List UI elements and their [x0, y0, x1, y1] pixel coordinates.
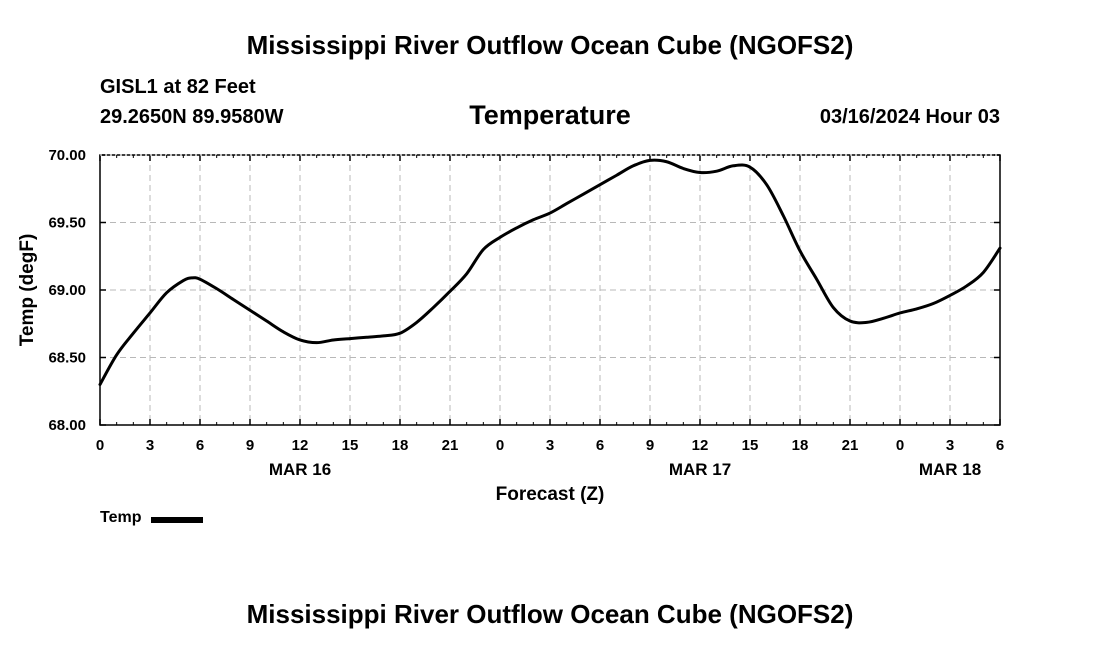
label-layer: 0 3 6 9 12 15 18 21 0 3 6 9 12 15 18 21 0 3 6 68.00 68.50 69.…	[48, 147, 1004, 479]
tick-layer	[99, 154, 1001, 426]
x-tick-label: 12	[292, 437, 309, 454]
x-tick-label: 6	[996, 437, 1004, 454]
x-tick-label: 9	[246, 437, 254, 454]
x-tick-label: 21	[442, 437, 459, 454]
x-tick-label: 12	[692, 437, 709, 454]
grid-layer	[100, 155, 1000, 425]
y-tick-label: 69.00	[48, 282, 86, 299]
x-tick-label: 15	[742, 437, 759, 454]
series-line-temp	[98, 158, 1002, 386]
legend-swatch-temp	[151, 516, 204, 523]
y-tick-label: 69.50	[48, 215, 86, 232]
variable-title: Temperature	[469, 100, 631, 130]
chart-legend: Temp	[100, 509, 204, 527]
y-axis-title: Temp (degF)	[17, 234, 38, 347]
x-tick-label: 3	[546, 437, 554, 454]
x-tick-label: 18	[392, 437, 409, 454]
y-tick-label: 68.50	[48, 350, 86, 367]
x-axis-title: Forecast (Z)	[496, 484, 605, 505]
legend-label-temp: Temp	[100, 509, 142, 526]
station-label: GISL1 at 82 Feet	[100, 76, 256, 98]
x-tick-label: 21	[842, 437, 859, 454]
x-date-label: MAR 16	[269, 460, 331, 479]
x-date-label: MAR 18	[919, 460, 981, 479]
forecast-datetime: 03/16/2024 Hour 03	[819, 106, 1000, 128]
x-tick-label: 9	[646, 437, 654, 454]
x-tick-label: 0	[96, 437, 104, 454]
y-tick-label: 68.00	[48, 417, 86, 434]
x-tick-label: 6	[596, 437, 604, 454]
x-tick-label: 18	[792, 437, 809, 454]
footer-title: Mississippi River Outflow Ocean Cube (NG…	[246, 599, 854, 629]
x-tick-label: 3	[946, 437, 954, 454]
x-tick-label: 15	[342, 437, 359, 454]
x-tick-label: 0	[896, 437, 904, 454]
y-tick-label: 70.00	[48, 147, 86, 164]
x-tick-label: 6	[196, 437, 204, 454]
x-tick-label: 3	[146, 437, 154, 454]
x-date-label: MAR 17	[669, 460, 731, 479]
chart-main-title: Mississippi River Outflow Ocean Cube (NG…	[246, 30, 854, 60]
x-tick-label: 0	[496, 437, 504, 454]
station-coordinates: 29.2650N 89.9580W	[100, 106, 284, 128]
